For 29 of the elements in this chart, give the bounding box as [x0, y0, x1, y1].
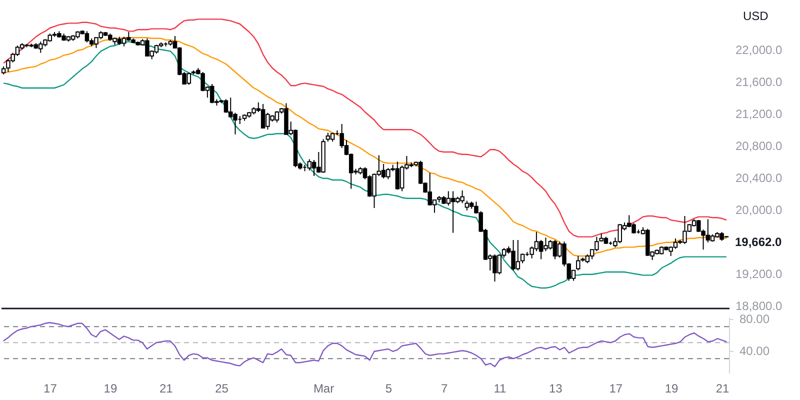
x-tick-label: 21	[716, 382, 730, 396]
x-tick-label: 11	[494, 382, 507, 396]
x-tick-label: Mar	[313, 382, 334, 396]
x-tick-label: 25	[215, 382, 229, 396]
x-tick-label: 21	[159, 382, 174, 396]
candlestick	[307, 158, 312, 171]
candlestick	[464, 200, 470, 211]
line-series	[2, 322, 728, 368]
text: USD	[743, 9, 769, 23]
x-tick-label: 19	[104, 382, 118, 396]
line-series	[2, 18, 728, 238]
y-tick-label: 21,600.0	[736, 75, 783, 90]
y-tick-label: 20,400.0	[736, 171, 783, 186]
y-tick-label: 22,000.0	[736, 43, 783, 58]
candlestick	[576, 256, 580, 271]
text: 19,662.0	[735, 235, 782, 249]
x-tick-label: 7	[440, 382, 448, 396]
y-tick-label: 20,000.0	[736, 203, 783, 218]
y-tick-label: 21,200.0	[736, 107, 783, 122]
x-tick-label: 17	[609, 382, 623, 396]
y-tick-label: 40.00	[740, 344, 770, 358]
x-tick-label: 5	[385, 382, 392, 396]
x-tick-label: 17	[44, 382, 58, 396]
y-tick-label: 19,200.0	[736, 267, 783, 282]
x-tick-label: 13	[548, 382, 563, 396]
y-tick-label: 20,800.0	[736, 139, 783, 154]
y-tick-label: 18,800.0	[736, 299, 783, 314]
y-tick-label: 80.00	[740, 312, 770, 326]
x-tick-label: 19	[664, 382, 679, 396]
